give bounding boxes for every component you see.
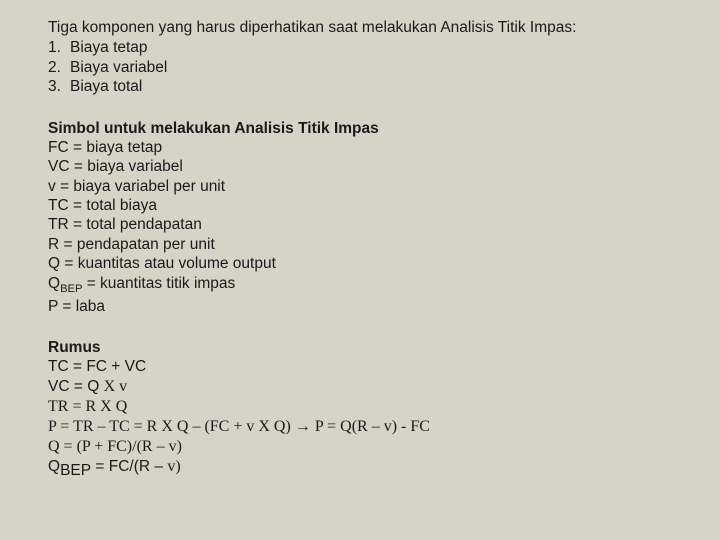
symbol-def-qbep: QBEP = kuantitas titik impas [48,274,700,297]
formula-part: VC = Q [48,378,104,395]
formula-part: v) [167,458,180,475]
qbep-q: Q [48,275,60,292]
arrow-icon: → [295,418,311,435]
formula-line: P = TR – TC = R X Q – (FC + v X Q) → P =… [48,417,700,437]
list-number: 2. [48,58,70,77]
formula-line: Q = (P + FC)/(R – v) [48,437,700,457]
formula-part: P = Q(R – v) - FC [311,418,430,435]
qbep-sub: BEP [60,462,91,479]
section-formulas: Rumus TC = FC + VC VC = Q X v TR = R X Q… [48,338,700,480]
list-item: 1. Biaya tetap [48,38,700,57]
formula-line: VC = Q X v [48,377,700,397]
formula-line: TC = FC + VC [48,357,700,376]
symbol-def: FC = biaya tetap [48,138,700,157]
section-symbols: Simbol untuk melakukan Analisis Titik Im… [48,119,700,316]
formula-line: TR = R X Q [48,397,700,417]
qbep-sub: BEP [60,283,82,295]
list-number: 3. [48,77,70,96]
list-text: Biaya tetap [70,38,148,57]
formula-part: = FC/(R – [91,458,167,475]
qbep-rest: = kuantitas titik impas [82,275,235,292]
symbol-def: TC = total biaya [48,196,700,215]
symbol-def: TR = total pendapatan [48,215,700,234]
components-intro: Tiga komponen yang harus diperhatikan sa… [48,18,700,37]
symbol-def: P = laba [48,297,700,316]
list-text: Biaya total [70,77,142,96]
symbol-def: VC = biaya variabel [48,157,700,176]
list-number: 1. [48,38,70,57]
qbep-q: Q [48,458,60,475]
list-text: Biaya variabel [70,58,167,77]
list-item: 2. Biaya variabel [48,58,700,77]
formula-part: X v [104,378,128,395]
section-components: Tiga komponen yang harus diperhatikan sa… [48,18,700,97]
formulas-heading: Rumus [48,338,700,357]
symbol-def: Q = kuantitas atau volume output [48,254,700,273]
formula-line-qbep: QBEP = FC/(R – v) [48,457,700,480]
list-item: 3. Biaya total [48,77,700,96]
slide-content: Tiga komponen yang harus diperhatikan sa… [0,0,720,520]
symbols-heading: Simbol untuk melakukan Analisis Titik Im… [48,119,700,138]
formula-part: P = TR – TC = R X Q – (FC + v X Q) [48,418,295,435]
symbol-def: R = pendapatan per unit [48,235,700,254]
symbol-def: v = biaya variabel per unit [48,177,700,196]
